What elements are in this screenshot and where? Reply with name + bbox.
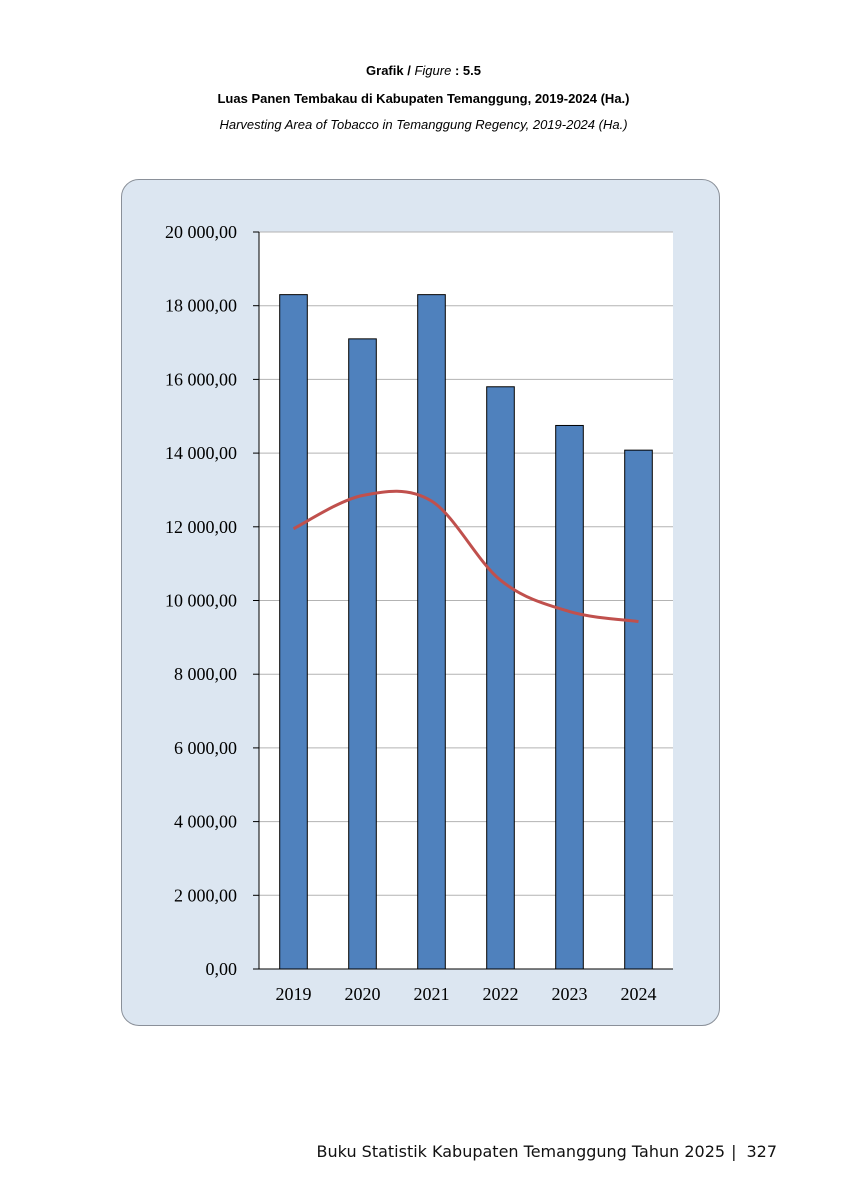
y-tick-label: 10 000,00 (165, 591, 237, 611)
page-number: 327 (746, 1142, 777, 1161)
figure-number: : 5.5 (454, 63, 481, 78)
chart: 0,00 2 000,00 4 000,00 6 000,00 8 000,00 10 0… (165, 222, 673, 1004)
figure-label: Grafik / Figure : 5.5 (0, 63, 847, 78)
bar (486, 386, 515, 970)
y-tick-label: 0,00 (206, 959, 238, 979)
y-tick-label: 16 000,00 (165, 369, 237, 389)
y-tick-label: 20 000,00 (165, 222, 237, 242)
x-tick-label: 2024 (621, 984, 657, 1004)
x-tick-label: 2023 (552, 984, 588, 1004)
bar (624, 449, 653, 970)
bar (555, 424, 584, 970)
x-tick-label: 2021 (414, 984, 450, 1004)
x-tick-label: 2020 (345, 984, 381, 1004)
chart-panel: 0,00 2 000,00 4 000,00 6 000,00 8 000,00 10 0… (121, 179, 720, 1026)
page-footer: Buku Statistik Kabupaten Temanggung Tahu… (317, 1142, 777, 1161)
bar (417, 294, 446, 970)
y-tick-label: 4 000,00 (174, 812, 237, 832)
y-tick-label: 14 000,00 (165, 443, 237, 463)
y-tick-label: 18 000,00 (165, 296, 237, 316)
bar (348, 338, 377, 970)
chart-title: Luas Panen Tembakau di Kabupaten Temangg… (217, 91, 630, 106)
figure-label-en: Figure (414, 63, 452, 78)
y-tick-label: 12 000,00 (165, 517, 237, 537)
line-series (292, 489, 639, 623)
y-tick-label: 8 000,00 (174, 664, 237, 684)
y-tick-label: 2 000,00 (174, 885, 237, 905)
x-tick-label: 2019 (276, 984, 312, 1004)
footer-separator: | (731, 1142, 737, 1161)
y-tick-label: 6 000,00 (174, 738, 237, 758)
chart-subtitle: Harvesting Area of Tobacco in Temanggung… (219, 117, 628, 132)
bar (279, 294, 308, 970)
x-tick-label: 2022 (483, 984, 519, 1004)
figure-label-id: Grafik / (366, 63, 411, 78)
footer-text: Buku Statistik Kabupaten Temanggung Tahu… (316, 1142, 726, 1161)
